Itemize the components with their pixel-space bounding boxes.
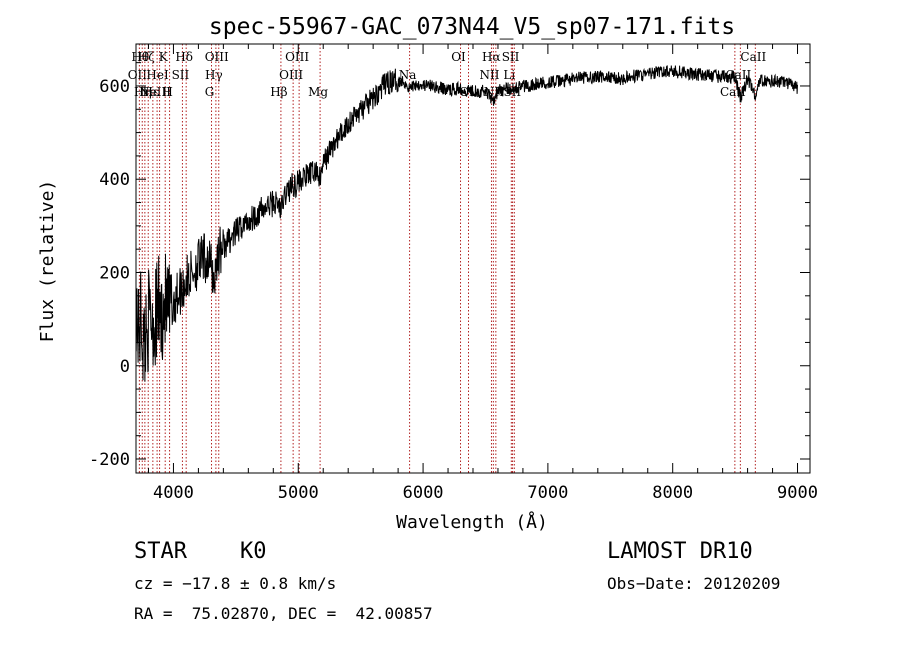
marker-label-25: SII <box>502 50 520 64</box>
x-tick-label-5: 9000 <box>777 483 818 503</box>
marker-label-4: Hε <box>143 85 160 99</box>
marker-label-16: OIII <box>285 50 309 64</box>
spectrum-series-group <box>135 65 798 382</box>
coordinates-readout: RA = 75.02870, DEC = 42.00857 <box>134 604 433 623</box>
marker-label-9: SII <box>172 68 190 82</box>
subclass-label: K0 <box>240 539 267 564</box>
marker-label-11: G <box>205 85 215 99</box>
marker-label-2: Hη <box>134 85 152 99</box>
y-axis-label: Flux (relative) <box>37 180 58 343</box>
marker-label-19: OI <box>451 50 466 64</box>
marker-label-14: Hβ <box>270 85 287 99</box>
spectral-line-markers: OIIHθHηHζHεNeIIIHeIKHSIIHδGHγOIIIHβOIIIO… <box>128 44 766 473</box>
x-tick-label-0: 4000 <box>153 483 194 503</box>
x-tick-label-4: 8000 <box>652 483 693 503</box>
marker-label-29: CaII <box>740 50 766 64</box>
survey-label: LAMOST DR10 <box>607 539 753 564</box>
x-tick-label-2: 6000 <box>403 483 444 503</box>
spectrum-chart: spec-55967-GAC_073N44_V5_sp07-171.fits O… <box>37 14 818 533</box>
marker-label-10: Hδ <box>175 50 193 64</box>
plot-frame <box>135 43 811 474</box>
y-tick-label-1: 0 <box>120 357 130 377</box>
y-tick-label-3: 400 <box>99 170 130 190</box>
x-axis-label: Wavelength (Å) <box>396 511 548 533</box>
marker-label-5: NeIII <box>139 85 171 99</box>
obs-date-readout: Obs−Date: 20120209 <box>607 574 781 593</box>
marker-label-0: OII <box>128 68 148 82</box>
marker-label-8: H <box>162 85 172 99</box>
marker-label-3: Hζ <box>138 50 155 64</box>
marker-label-15: OIII <box>279 68 303 82</box>
chart-title: spec-55967-GAC_073N44_V5_sp07-171.fits <box>209 14 735 40</box>
marker-label-17: Mg <box>308 85 328 99</box>
marker-label-18: Na <box>399 68 417 82</box>
spectrum-line <box>135 65 798 382</box>
class-label: STAR <box>134 539 187 564</box>
y-tick-label-4: 600 <box>99 77 130 97</box>
y-tick-label-0: -200 <box>89 450 130 470</box>
redshift-readout: cz = −17.8 ± 0.8 km/s <box>134 574 337 593</box>
x-tick-label-1: 5000 <box>278 483 319 503</box>
marker-label-12: Hγ <box>205 68 223 82</box>
axes: 4000 5000 6000 7000 8000 9000 -200 0 200 400 600 <box>89 43 818 503</box>
marker-label-6: HeI <box>146 68 169 82</box>
marker-label-22: Hα <box>482 50 501 64</box>
x-tick-label-3: 7000 <box>527 483 568 503</box>
y-tick-label-2: 200 <box>99 263 130 283</box>
marker-label-13: OIII <box>205 50 229 64</box>
marker-label-7: K <box>159 50 169 64</box>
marker-label-24: Li <box>503 68 515 82</box>
marker-label-21: NII <box>479 68 499 82</box>
